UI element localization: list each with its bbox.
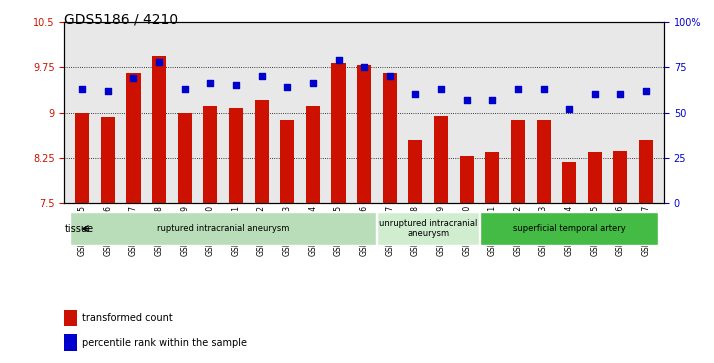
Point bbox=[410, 91, 421, 97]
Text: percentile rank within the sample: percentile rank within the sample bbox=[82, 338, 247, 347]
Point bbox=[281, 84, 293, 90]
Bar bbox=[357, 65, 371, 203]
Point bbox=[512, 86, 523, 92]
Point bbox=[205, 81, 216, 86]
Bar bbox=[562, 162, 576, 203]
Bar bbox=[639, 140, 653, 203]
Bar bbox=[511, 120, 525, 203]
Bar bbox=[408, 140, 423, 203]
Point bbox=[76, 86, 88, 92]
Bar bbox=[588, 152, 602, 203]
Point bbox=[563, 106, 575, 112]
Point bbox=[179, 86, 191, 92]
Bar bbox=[152, 56, 166, 203]
Bar bbox=[229, 108, 243, 203]
Point bbox=[154, 59, 165, 65]
Point bbox=[231, 82, 242, 88]
FancyBboxPatch shape bbox=[378, 212, 479, 245]
Text: ruptured intracranial aneurysm: ruptured intracranial aneurysm bbox=[157, 224, 289, 233]
Bar bbox=[126, 73, 141, 203]
Bar bbox=[101, 117, 115, 203]
Bar bbox=[536, 120, 550, 203]
Point bbox=[102, 88, 114, 94]
Text: superficial temporal artery: superficial temporal artery bbox=[513, 224, 625, 233]
FancyBboxPatch shape bbox=[480, 212, 658, 245]
Bar bbox=[460, 156, 473, 203]
Bar bbox=[306, 106, 320, 203]
Point bbox=[384, 73, 396, 79]
Bar bbox=[434, 115, 448, 203]
Point bbox=[486, 97, 498, 103]
Point bbox=[256, 73, 267, 79]
Point bbox=[640, 88, 652, 94]
Bar bbox=[75, 113, 89, 203]
Point bbox=[128, 75, 139, 81]
Bar bbox=[64, 334, 77, 351]
Bar bbox=[255, 101, 268, 203]
Point bbox=[461, 97, 473, 103]
Point bbox=[436, 86, 447, 92]
Bar bbox=[486, 152, 499, 203]
Point bbox=[615, 91, 626, 97]
Bar bbox=[280, 120, 294, 203]
Bar bbox=[203, 106, 217, 203]
Bar bbox=[383, 73, 397, 203]
Bar bbox=[178, 113, 192, 203]
Point bbox=[589, 91, 600, 97]
Point bbox=[307, 81, 318, 86]
FancyBboxPatch shape bbox=[70, 212, 376, 245]
Bar bbox=[64, 310, 77, 326]
Point bbox=[333, 57, 344, 63]
Text: GDS5186 / 4210: GDS5186 / 4210 bbox=[64, 13, 178, 27]
Point bbox=[538, 86, 549, 92]
Text: unruptured intracranial
aneurysm: unruptured intracranial aneurysm bbox=[379, 219, 478, 238]
Text: transformed count: transformed count bbox=[82, 313, 173, 323]
Point bbox=[358, 64, 370, 70]
Bar bbox=[331, 63, 346, 203]
Bar bbox=[613, 151, 628, 203]
Text: tissue: tissue bbox=[65, 224, 94, 234]
